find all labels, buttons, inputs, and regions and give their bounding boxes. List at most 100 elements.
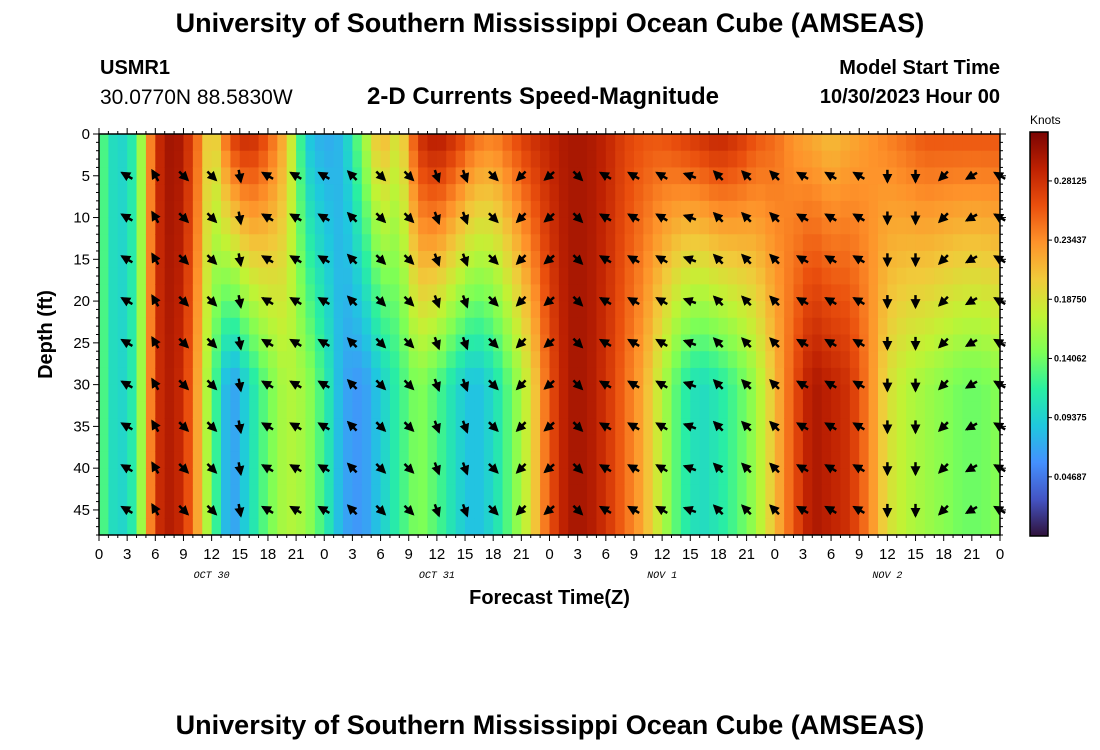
- heatmap-cell: [577, 468, 588, 486]
- current-vector-arrow: [120, 213, 134, 223]
- heatmap-cell: [774, 217, 785, 235]
- heatmap-cell: [924, 301, 935, 319]
- heatmap-cell: [596, 284, 607, 302]
- heatmap-cell: [305, 200, 316, 219]
- heatmap-cell: [662, 484, 673, 503]
- heatmap-cell: [324, 167, 335, 185]
- heatmap-cell: [371, 351, 382, 369]
- heatmap-cell: [587, 468, 598, 486]
- heatmap-cell: [371, 234, 382, 252]
- heatmap-cell: [239, 134, 250, 152]
- heatmap-cell: [305, 518, 316, 535]
- current-vector-arrow: [151, 335, 161, 349]
- x-tick-label: 3: [799, 546, 807, 563]
- heatmap-cell: [643, 301, 654, 319]
- heatmap-cell: [136, 501, 147, 519]
- heatmap-cell: [305, 484, 316, 503]
- heatmap-cell: [361, 501, 372, 519]
- heatmap-cell: [671, 284, 682, 302]
- heatmap-cell: [849, 384, 860, 402]
- heatmap-cell: [408, 134, 419, 152]
- heatmap-cell: [361, 401, 372, 419]
- heatmap-cell: [849, 301, 860, 319]
- heatmap-cell: [324, 200, 335, 219]
- heatmap-cell: [333, 217, 344, 235]
- heatmap-cell: [981, 384, 992, 402]
- current-vector-arrow: [598, 338, 612, 349]
- current-vector-arrow: [206, 337, 218, 349]
- heatmap-cell: [465, 134, 476, 152]
- heatmap-cell: [343, 367, 354, 386]
- heatmap-cell: [324, 301, 335, 319]
- heatmap-cell: [868, 267, 879, 285]
- heatmap-cell: [680, 434, 691, 453]
- heatmap-cell: [221, 184, 231, 202]
- heatmap-cell: [924, 234, 935, 252]
- heatmap-cell: [699, 217, 710, 235]
- heatmap-cell: [896, 317, 907, 336]
- current-vector-arrow: [289, 213, 302, 223]
- heatmap-cell: [812, 250, 823, 269]
- current-vector-arrow: [375, 379, 387, 391]
- current-vector-arrow: [852, 255, 866, 265]
- heatmap-cell: [981, 451, 992, 469]
- heatmap-cell: [145, 451, 156, 469]
- current-vector-arrow: [260, 505, 274, 516]
- heatmap-cell: [568, 217, 579, 235]
- heatmap-cell: [558, 250, 569, 269]
- heatmap-cell: [934, 434, 945, 453]
- heatmap-cell: [718, 234, 729, 252]
- heatmap-cell: [99, 401, 109, 419]
- heatmap-cell: [305, 317, 316, 336]
- heatmap-cell: [145, 284, 156, 302]
- heatmap-cell: [408, 434, 419, 453]
- current-vector-arrow: [289, 505, 302, 516]
- heatmap-cell: [371, 284, 382, 302]
- heatmap-cell: [924, 200, 935, 219]
- current-vector-arrow: [234, 336, 245, 351]
- heatmap-cell: [108, 200, 119, 219]
- heatmap-cell: [164, 451, 175, 469]
- heatmap-cell: [671, 250, 682, 269]
- current-vector-arrow: [459, 462, 470, 476]
- heatmap-cell: [343, 317, 354, 336]
- heatmap-cell: [155, 367, 166, 386]
- heatmap-cell: [981, 351, 992, 369]
- heatmap-cell: [709, 317, 720, 336]
- heatmap-cell: [99, 150, 109, 169]
- heatmap-cell: [324, 217, 335, 235]
- heatmap-cell: [352, 200, 363, 219]
- heatmap-cell: [765, 234, 776, 252]
- heatmap-cell: [136, 351, 147, 369]
- current-vector-arrow: [459, 503, 470, 518]
- heatmap-cell: [718, 267, 729, 285]
- x-tick-label: 18: [260, 546, 277, 563]
- heatmap-cell: [221, 484, 231, 503]
- heatmap-cell: [812, 301, 823, 319]
- current-vector-arrow: [375, 170, 387, 182]
- heatmap-cell: [183, 451, 194, 469]
- heatmap-cell: [333, 434, 344, 453]
- heatmap-cell: [230, 134, 241, 152]
- heatmap-cell: [324, 267, 335, 285]
- heatmap-cell: [117, 217, 128, 235]
- heatmap-cell: [446, 234, 457, 252]
- heatmap-cell: [305, 401, 316, 419]
- heatmap-cell: [127, 418, 138, 436]
- heatmap-cell: [802, 468, 813, 486]
- x-tick-label: 21: [288, 546, 305, 563]
- heatmap-cell: [887, 134, 898, 152]
- heatmap-cell: [962, 284, 973, 302]
- heatmap-cell: [624, 267, 635, 285]
- heatmap-cell: [530, 334, 541, 352]
- heatmap-cell: [202, 434, 213, 453]
- heatmap-cell: [249, 167, 260, 185]
- heatmap-cell: [906, 468, 917, 486]
- heatmap-cell: [418, 200, 429, 219]
- heatmap-cell: [915, 217, 926, 235]
- heatmap-cell: [868, 351, 879, 369]
- heatmap-cell: [361, 317, 372, 336]
- heatmap-cell: [821, 267, 832, 285]
- heatmap-cell: [192, 451, 203, 469]
- heatmap-cell: [540, 401, 551, 419]
